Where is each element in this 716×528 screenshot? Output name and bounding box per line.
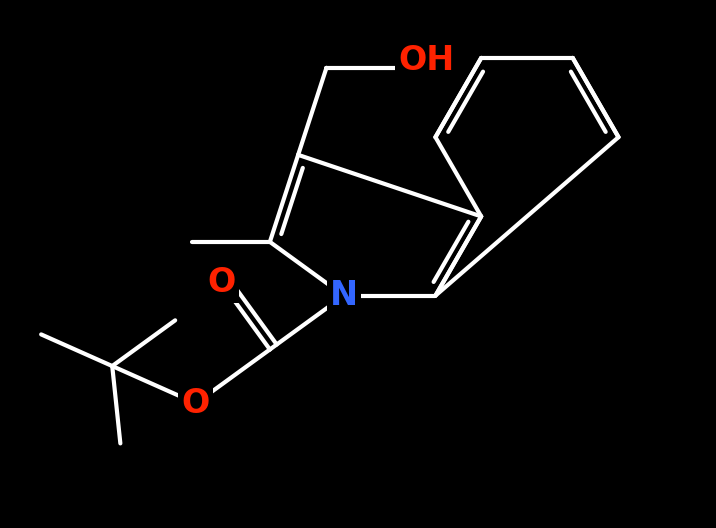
Text: N: N bbox=[330, 279, 358, 312]
Text: O: O bbox=[208, 266, 236, 299]
Text: O: O bbox=[182, 387, 210, 420]
Text: OH: OH bbox=[398, 44, 455, 77]
